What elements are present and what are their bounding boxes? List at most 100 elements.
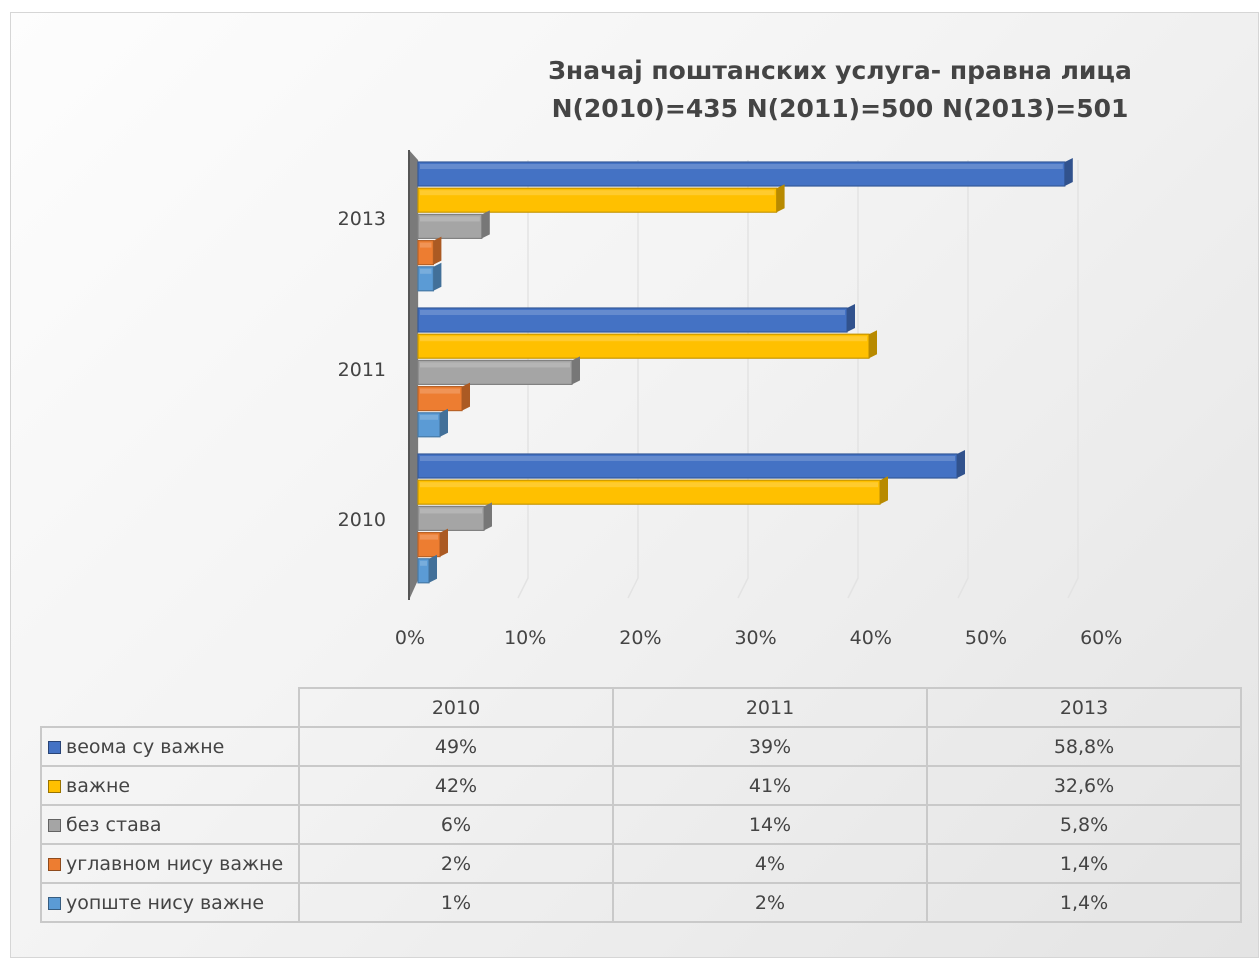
table-cell: 1,4% (926, 882, 1242, 923)
x-tick-label: 60% (1080, 627, 1122, 649)
x-tick-label: 50% (965, 627, 1007, 649)
bar-2011-1 (417, 307, 848, 333)
table-cell: 5,8% (926, 804, 1242, 845)
chart-title: Значај поштанских услуга- правна лица N(… (480, 52, 1200, 128)
bar-2013-1 (417, 161, 1066, 187)
bar-side (440, 408, 448, 437)
grid-layer (517, 160, 1079, 599)
table-header-row: 2010 2011 2013 (41, 687, 1242, 728)
bar-layer (417, 158, 1073, 584)
bar-2010-1 (417, 453, 958, 479)
bar-highlight (420, 362, 570, 368)
bar-chart: 0% 10% 20% 30% 40% 50% 60% 2010 2011 2013 (338, 150, 1122, 649)
bar-side (869, 330, 877, 359)
gridline (627, 160, 639, 599)
gridline (847, 160, 859, 599)
legend-key-icon (48, 896, 61, 910)
bar-highlight (420, 560, 427, 566)
x-tick-label: 40% (850, 627, 892, 649)
bar-highlight (420, 534, 438, 540)
bar-side (484, 502, 492, 531)
bar-side (481, 210, 490, 239)
bar-side (440, 528, 448, 557)
bar-side (847, 304, 855, 332)
legend-label: важне (40, 765, 300, 806)
bar-side (776, 184, 785, 213)
bar-side (429, 554, 437, 583)
bar-highlight (420, 456, 955, 461)
table-cell: 1% (298, 882, 614, 923)
table-cell: 1,4% (926, 843, 1242, 884)
category-label-2011: 2011 (338, 359, 386, 381)
x-tick-label: 10% (504, 627, 546, 649)
bar-highlight (420, 310, 845, 315)
bar-highlight (420, 268, 432, 274)
table-row: веома су важне 49% 39% 58,8% (40, 726, 1242, 767)
table-cell: 2% (298, 843, 614, 884)
chart-title-line-1: Значај поштанских услуга- правна лица (548, 56, 1132, 85)
table-cell: 6% (298, 804, 614, 845)
table-row: без става 6% 14% 5,8% (40, 804, 1242, 845)
legend-label: углавном нису важне (40, 843, 300, 884)
category-label-2013: 2013 (338, 208, 386, 230)
bar-highlight (420, 164, 1063, 169)
bar-2013-2 (417, 187, 778, 213)
bar-highlight (420, 242, 432, 248)
gridline (957, 160, 969, 599)
tick-layer: 0% 10% 20% 30% 40% 50% 60% (395, 627, 1122, 649)
bar-side (880, 476, 888, 505)
gridline (1067, 160, 1079, 599)
category-label-2010: 2010 (338, 509, 386, 531)
axis-layer (408, 150, 419, 600)
bar-side (572, 356, 580, 385)
gridline (517, 160, 529, 599)
bar-2010-2 (417, 479, 881, 505)
table-row: важне 42% 41% 32,6% (40, 765, 1242, 806)
table-header-2013: 2013 (926, 687, 1242, 728)
table-row: углавном нису важне 2% 4% 1,4% (40, 843, 1242, 884)
bar-highlight (420, 388, 460, 394)
table-cell: 39% (612, 726, 928, 767)
legend-text: важне (66, 774, 131, 797)
legend-key-icon (48, 818, 61, 832)
table-row: уопште нису важне 1% 2% 1,4% (40, 882, 1242, 923)
legend-label: веома су важне (40, 726, 300, 767)
chart-title-line-2: N(2010)=435 N(2011)=500 N(2013)=501 (551, 94, 1129, 123)
data-table: 2010 2011 2013 веома су важне 49% 39% 58,8% важ… (40, 687, 1242, 923)
bar-highlight (420, 216, 480, 222)
legend-text: без става (66, 813, 162, 836)
legend-text: углавном нису важне (66, 852, 284, 875)
category-layer: 2010 2011 2013 (338, 208, 386, 531)
x-tick-label: 20% (619, 627, 661, 649)
bar-2013-3 (417, 213, 483, 239)
x-tick-label: 0% (395, 627, 425, 649)
bar-highlight (420, 482, 878, 488)
table-cell: 41% (612, 765, 928, 806)
table-cell: 42% (298, 765, 614, 806)
legend-key-icon (48, 857, 61, 871)
bar-2011-3 (417, 359, 573, 385)
bar-highlight (420, 190, 775, 196)
table-cell: 4% (612, 843, 928, 884)
bar-side (433, 236, 442, 265)
bar-side (462, 382, 470, 411)
x-tick-label: 30% (734, 627, 776, 649)
legend-text: веома су важне (66, 735, 225, 758)
gridline (737, 160, 749, 599)
table-cell: 49% (298, 726, 614, 767)
legend-key-icon (48, 740, 61, 754)
bar-side (1064, 158, 1073, 186)
legend-text: уопште нису важне (66, 891, 265, 914)
bar-highlight (420, 414, 438, 420)
table-cell: 58,8% (926, 726, 1242, 767)
bar-highlight (420, 336, 867, 342)
table-cell: 32,6% (926, 765, 1242, 806)
table-header-2010: 2010 (298, 687, 614, 728)
bar-highlight (420, 508, 482, 514)
table-cell: 2% (612, 882, 928, 923)
legend-key-icon (48, 779, 61, 793)
table-corner (41, 688, 300, 728)
axis-wall (409, 150, 418, 600)
bar-side (433, 262, 442, 291)
legend-label: без става (40, 804, 300, 845)
